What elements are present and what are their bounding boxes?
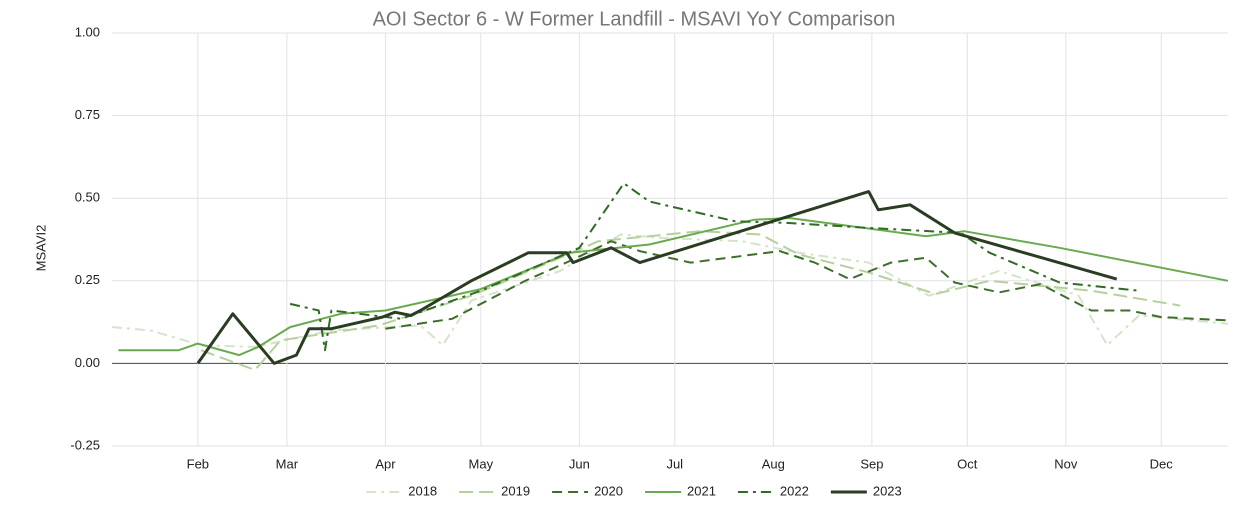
x-tick-label: Jul: [666, 456, 683, 471]
x-tick-label: Aug: [762, 456, 785, 471]
y-tick-label: 1.00: [75, 24, 100, 39]
x-tick-label: Sep: [860, 456, 883, 471]
series-line: [111, 233, 1229, 348]
x-tick-label: Feb: [187, 456, 209, 471]
legend-label: 2021: [687, 483, 716, 498]
series-line: [196, 190, 1118, 365]
x-tick-label: Dec: [1150, 456, 1174, 471]
y-tick-label: 0.00: [75, 355, 100, 370]
legend-label: 2022: [780, 483, 809, 498]
y-axis-label: MSAVI2: [33, 225, 48, 272]
y-tick-label: 0.75: [75, 107, 100, 122]
legend-label: 2023: [873, 483, 902, 498]
x-tick-label: May: [469, 456, 494, 471]
x-tick-label: Nov: [1054, 456, 1078, 471]
x-tick-label: Jun: [569, 456, 590, 471]
x-tick-label: Mar: [276, 456, 299, 471]
legend-label: 2020: [594, 483, 623, 498]
legend-label: 2019: [501, 483, 530, 498]
legend-label: 2018: [408, 483, 437, 498]
x-tick-label: Oct: [957, 456, 978, 471]
y-tick-label: 0.25: [75, 272, 100, 287]
series-line: [385, 240, 1229, 330]
y-tick-label: 0.50: [75, 190, 100, 205]
series-line: [118, 217, 1229, 357]
chart-title: AOI Sector 6 - W Former Landfill - MSAVI…: [373, 8, 896, 30]
series-line: [200, 230, 1181, 371]
y-tick-label: -0.25: [70, 437, 100, 452]
x-tick-label: Apr: [375, 456, 396, 471]
series-line: [289, 182, 1140, 352]
